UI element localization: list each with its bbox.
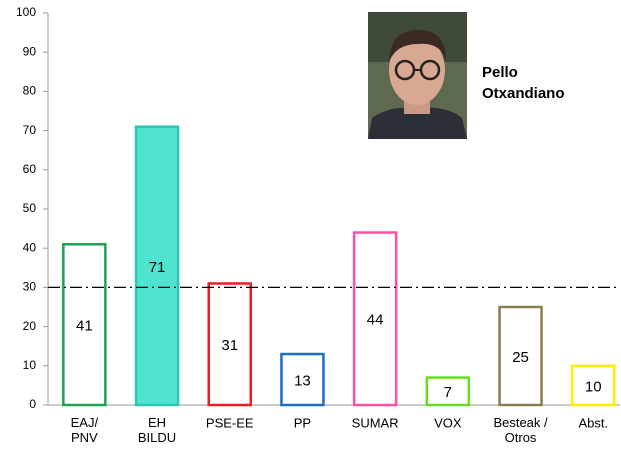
value-label: 13 xyxy=(294,372,311,389)
chart: Pello Otxandiano 0 10 20 30 40 50 60 70 80 90 100 E… xyxy=(0,0,621,451)
portrait xyxy=(368,12,467,139)
y-tick-label: 100 xyxy=(16,5,36,19)
x-tick-label: SUMAR xyxy=(352,415,399,430)
x-tick-label: Abst. xyxy=(578,415,608,430)
y-tick-label: 90 xyxy=(23,44,37,58)
annotation: Pello xyxy=(482,64,518,81)
y-tick-label: 50 xyxy=(23,201,37,215)
value-label: 25 xyxy=(512,349,529,366)
x-tick-label: PSE-EE xyxy=(206,415,254,430)
y-tick-label: 40 xyxy=(23,240,37,254)
x-tick-label: EAJ/PNV xyxy=(71,415,99,445)
x-tick-label: Besteak /Otros xyxy=(493,415,548,445)
y-tick-label: 20 xyxy=(23,319,37,333)
y-tick-label: 70 xyxy=(23,123,37,137)
annotation: Otxandiano xyxy=(482,85,565,102)
value-label: 10 xyxy=(585,378,602,395)
y-tick-label: 80 xyxy=(23,84,37,98)
x-tick-label: VOX xyxy=(434,415,462,430)
value-label: 71 xyxy=(149,259,166,276)
y-tick-label: 30 xyxy=(23,280,37,294)
y-tick-label: 10 xyxy=(23,358,37,372)
value-label: 7 xyxy=(444,384,452,401)
value-label: 44 xyxy=(367,312,384,329)
y-tick-label: 60 xyxy=(23,162,37,176)
y-tick-label: 0 xyxy=(29,397,36,411)
value-label: 31 xyxy=(221,337,238,354)
x-tick-label: PP xyxy=(294,415,311,430)
value-label: 41 xyxy=(76,318,93,335)
